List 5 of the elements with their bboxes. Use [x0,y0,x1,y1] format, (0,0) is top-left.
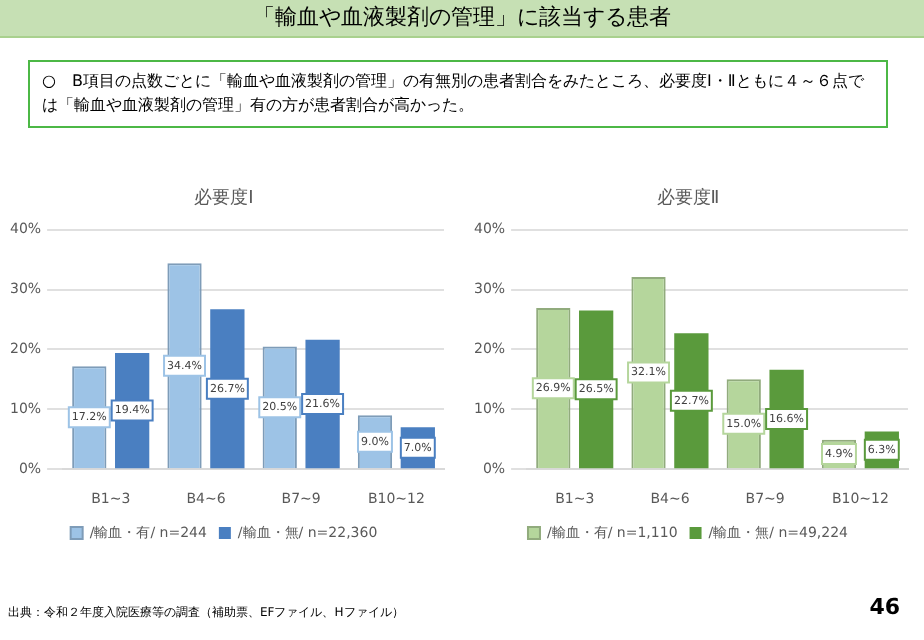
chart-title: 必要度Ⅰ [194,187,254,210]
chart-title: 必要度Ⅱ [656,187,720,210]
text: 46 [869,594,900,620]
text: 「輸血や血液製剤の管理」に該当する患者 [0,0,924,38]
text: ○ B項目の点数ごとに「輸血や血液製剤の管理」の有無別の患者割合をみたところ、必要度Ⅰ・Ⅱともに４～６点では「輸血や血液製剤の管理」有の方が患者割合が高かった。 [28,60,888,128]
